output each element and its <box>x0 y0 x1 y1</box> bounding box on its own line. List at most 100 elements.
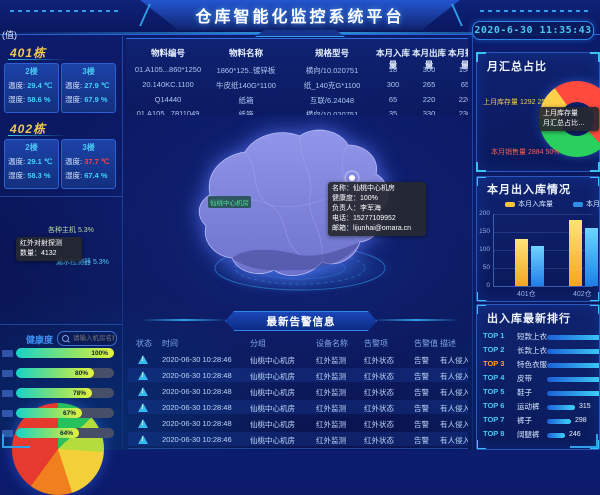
rank-name: 短款上衣 <box>517 332 547 341</box>
temp-label: 温度: <box>8 157 26 166</box>
rank-name: 裤子 <box>517 416 532 425</box>
legend-out-label: 本月出库量 <box>586 201 600 208</box>
map-tooltip-owner: 负责人：李军海 <box>332 205 381 212</box>
cell-spec: 互联/6.24048 <box>309 96 355 105</box>
map-marker-label[interactable]: 仙桃中心机房 <box>208 196 251 208</box>
col-header: 物料名称 <box>228 48 263 58</box>
alarm-device: 红外监测 <box>316 372 346 381</box>
alarm-desc: 有人侵入 <box>440 420 468 429</box>
alarm-row: 2020-06-30 10:28:48 仙桃中心机房 红外监测 红外状态 告警 … <box>128 400 468 414</box>
warning-icon <box>138 371 148 380</box>
col-header: 本月出库量 <box>412 48 447 70</box>
health-pct: 78% <box>72 389 86 397</box>
alarm-device: 红外监测 <box>316 388 346 397</box>
health-pct: 80% <box>74 369 88 377</box>
bar-out-401[interactable] <box>531 246 544 286</box>
warning-icon <box>138 355 148 364</box>
building-402-panel: 402栋 2楼 温度: 29.1 ℃ 湿度: 58.3 % 3楼 温度: 37.… <box>2 120 116 192</box>
floor-card-401-2: 2楼 温度: 29.4 ℃ 湿度: 58.6 % <box>4 63 59 113</box>
cell-name: 1860*125..镀锌板 <box>216 66 276 75</box>
health-row-label-stub <box>2 350 13 357</box>
alarm-col-header: 设备名称 <box>316 339 348 348</box>
cell-name: 纸箱 <box>238 96 254 105</box>
health-pct: 67% <box>62 409 76 417</box>
warning-icon <box>138 387 148 396</box>
floor-card-401-3: 3楼 温度: 27.9 ℃ 湿度: 67.9 % <box>61 63 116 113</box>
rank-name: 运动裤 <box>517 402 540 411</box>
health-row-label-stub <box>2 430 13 437</box>
y-tick: 200 <box>479 210 490 217</box>
cell-left: 220 <box>458 95 468 104</box>
warning-icon <box>138 403 148 412</box>
building-402-underline <box>8 135 68 136</box>
cell-code: 01.A105...7811049 <box>136 109 200 115</box>
y-tick: 100 <box>479 246 490 253</box>
col-header: 物料编号 <box>150 48 185 58</box>
search-icon <box>62 335 69 342</box>
cell-left: 65 <box>460 80 468 89</box>
alarm-col-header: 状态 <box>136 339 152 348</box>
temp-label: 温度: <box>65 81 83 90</box>
health-bar-track: 64% <box>16 428 114 438</box>
corner-partial-label: (值) <box>2 30 17 40</box>
building-401-title: 401栋 <box>10 46 47 60</box>
building-401-underline <box>8 59 68 60</box>
floor-card-402-2: 2楼 温度: 29.1 ℃ 湿度: 58.3 % <box>4 139 59 189</box>
header-wing-left <box>113 4 151 26</box>
summary-tooltip: 上月库存量 月汇总占比… <box>539 107 599 131</box>
health-row-label-stub <box>2 390 13 397</box>
cell-spec: 横向/10.020751 <box>305 110 359 115</box>
alarm-time: 2020-06-30 10:28:48 <box>162 387 232 396</box>
cell-in: 35 <box>388 109 398 115</box>
search-box[interactable] <box>57 331 117 346</box>
rank-bar <box>547 335 599 340</box>
rank-bar <box>547 363 599 368</box>
pie-tooltip-count: 数量：4132 <box>20 250 57 257</box>
hum-label: 湿度: <box>65 171 83 180</box>
floor-tag: 2楼 <box>25 143 38 152</box>
legend-in-swatch <box>505 202 515 207</box>
bar-in-402[interactable] <box>569 220 582 286</box>
rank-label: TOP 4 <box>483 373 505 382</box>
ranking-title: 出入库最新排行 <box>487 313 571 325</box>
floor-tag: 3楼 <box>82 143 95 152</box>
ranking-row: TOP 1 短款上衣 <box>477 331 599 344</box>
alarm-value: 告警 <box>414 388 429 397</box>
alarm-device: 红外监测 <box>316 436 346 445</box>
rank-label: TOP 6 <box>483 401 505 410</box>
alarm-desc: 有人侵入 <box>440 356 468 365</box>
page-title: 仓库智能化监控系统平台 <box>195 9 405 26</box>
ranking-row: TOP 4 皮带 <box>477 373 599 386</box>
cell-out: 220 <box>422 95 436 104</box>
rank-bar <box>547 419 571 424</box>
alarm-row: 2020-06-30 10:28:48 仙桃中心机房 红外监测 红外状态 告警 … <box>128 368 468 382</box>
alarm-col-header: 分组 <box>250 339 266 348</box>
floor-card-402-3: 3楼 温度: 37.7 ℃ 湿度: 67.4 % <box>61 139 116 189</box>
x-label-402: 402仓 <box>573 291 592 298</box>
cell-code: 20.140KC.1100 <box>142 80 194 89</box>
warning-icon <box>138 419 148 428</box>
alarm-desc: 有人侵入 <box>440 388 468 397</box>
cell-spec: 横向/10.020751 <box>305 66 359 75</box>
health-bar-track: 80% <box>16 368 114 378</box>
alarm-time: 2020-06-30 10:28:46 <box>162 355 232 364</box>
alarm-group: 仙桃中心机房 <box>250 436 295 445</box>
alarm-item: 红外状态 <box>364 356 394 365</box>
health-row-label-stub <box>2 370 13 377</box>
alarm-time: 2020-06-30 10:28:48 <box>162 419 232 428</box>
bar-in-401[interactable] <box>515 239 528 286</box>
summary-label-this-month: 本月销售量 2884 50% <box>491 149 560 156</box>
alarm-device: 红外监测 <box>316 356 346 365</box>
cell-left: 154 <box>458 65 468 74</box>
hum-label: 湿度: <box>65 95 83 104</box>
bar-out-402[interactable] <box>585 228 598 286</box>
alarm-device: 红外监测 <box>316 420 346 429</box>
summary-panel: 月汇总占比 上月库存量 1292 25% 本月销售量 2884 50% 上月库存… <box>476 52 600 172</box>
cell-in: 65 <box>388 95 398 104</box>
search-input[interactable] <box>71 334 116 343</box>
materials-table: 物料编号 物料名称 规格型号 本月入库量 本月出库量 本月剩余量 01.A105… <box>126 38 468 115</box>
health-row-label-stub <box>2 410 13 417</box>
cell-out: 265 <box>422 80 436 89</box>
ranking-row: TOP 2 长款上衣 <box>477 345 599 358</box>
map-tooltip-health: 健康度：100% <box>332 195 378 202</box>
